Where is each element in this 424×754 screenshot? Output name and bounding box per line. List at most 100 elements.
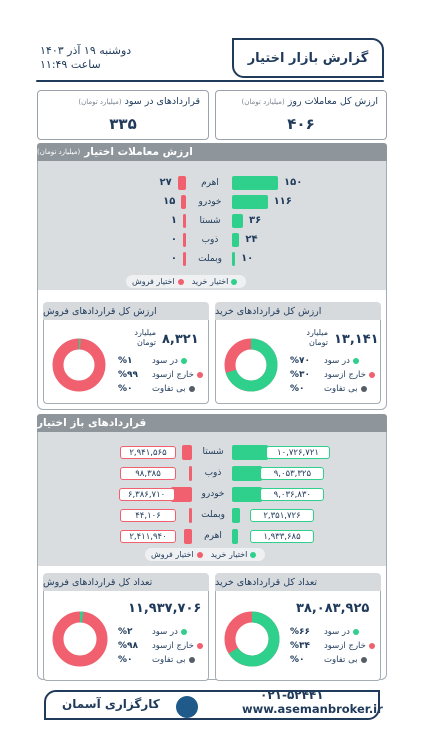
stat-dot (188, 657, 195, 663)
footer-website-link[interactable]: www.asemanbroker.ir (242, 702, 383, 716)
buy-value: ۱۵۰ (284, 177, 303, 188)
stat-dot (196, 643, 203, 649)
stat-dot (180, 629, 187, 635)
donut-out-segment (52, 338, 106, 392)
legend-buy-dot (231, 278, 238, 285)
report-datetime: دوشنبه ۱۹ آذر ۱۴۰۳ ساعت ۱۱:۴۹ (40, 44, 131, 72)
stat-percent: %۰ (290, 384, 305, 394)
stat-percent: %۰ (118, 384, 133, 394)
category-label: خودرو (198, 197, 222, 207)
donut-in-segment (52, 338, 106, 392)
stat-row: %۹۸ خارج ازسود (118, 641, 206, 651)
s2-buy-card-title: تعداد کل قراردادهای خرید (215, 573, 381, 591)
in-money-card: قراردادهای در سود (میلیارد تومان) ۳۳۵ (37, 90, 209, 140)
sell-bar (189, 508, 192, 523)
stat-row: %۹۹ خارج ازسود (118, 370, 206, 380)
section1-unit: (میلیارد تومان) (37, 148, 81, 156)
buy-bar (232, 445, 268, 460)
category-label: وبملت (198, 254, 222, 264)
stat-label: در سود (324, 356, 350, 366)
section2-band (37, 414, 387, 566)
s2-sell-card: تعداد کل قراردادهای فروش ۱۱,۹۳۷,۷۰۶ %۲ در… (43, 573, 209, 681)
buy-bar (232, 214, 244, 228)
stat-label: خارج ازسود (152, 641, 194, 651)
total-value-label: ارزش کل معاملات روز (287, 96, 378, 107)
report-date: دوشنبه ۱۹ آذر ۱۴۰۳ (40, 44, 132, 57)
s1-sell-donut (52, 338, 106, 392)
stat-row: %۰ بی تفاوت (118, 655, 198, 665)
stat-dot (368, 643, 375, 649)
category-label: اهرم (201, 178, 219, 188)
stat-dot (188, 386, 195, 392)
stat-label: خارج ازسود (324, 641, 366, 651)
legend2-buy-dot (250, 551, 257, 558)
footer-phone: ۰۲۱-۵۲۴۴۱ (260, 688, 324, 702)
buy-bar (232, 195, 268, 209)
sell-count-box: ۶,۳۸۶,۷۱۰ (118, 488, 175, 501)
buy-bar (232, 176, 278, 190)
s1-buy-card-title: ارزش کل قراردادهای خرید (215, 302, 381, 320)
stat-percent: %۳۰ (290, 370, 311, 380)
sell-count-box: ۹۸,۳۸۵ (120, 467, 176, 480)
donut-in-segment (224, 611, 280, 667)
buy-count-box: ۲,۳۵۱,۷۲۶ (250, 509, 314, 522)
report-title: گزارش بازار اختیار (232, 38, 384, 78)
sell-bar (170, 487, 192, 502)
stat-percent: %۹۹ (118, 370, 139, 380)
sell-bar (189, 466, 192, 481)
s2-buy-card-value: ۳۸,۰۸۳,۹۲۵ (296, 601, 370, 616)
stat-dot (368, 372, 375, 378)
stat-percent: %۰ (290, 655, 305, 665)
donut-out-segment (52, 611, 108, 667)
s1-sell-card-value: ۸,۳۲۱ (162, 332, 199, 347)
stat-dot (352, 629, 359, 635)
stat-label: بی تفاوت (152, 655, 186, 665)
sell-value: ۰ (170, 234, 177, 245)
buy-count-box: ۱۰,۷۲۶,۷۲۱ (266, 446, 330, 459)
header-divider (36, 80, 384, 82)
sell-bar (181, 195, 186, 209)
buy-value: ۲۴ (245, 234, 258, 245)
footer-frame (44, 690, 380, 720)
buy-count-box: ۱,۹۳۳,۶۸۵ (250, 530, 314, 543)
stat-row: %۷۰ در سود (290, 356, 362, 366)
s1-buy-card-unit: میلیارد تومان (306, 328, 328, 347)
buy-bar (232, 466, 263, 481)
stat-row: %۳۴ خارج ازسود (290, 641, 378, 651)
stat-percent: %۰ (118, 655, 133, 665)
in-money-label: قراردادهای در سود (124, 96, 200, 107)
s1-sell-card-unit: میلیارد تومان (134, 328, 156, 347)
total-value-amount: ۴۰۶ (287, 115, 315, 133)
stat-dot (180, 358, 187, 364)
s1-buy-card: ارزش کل قراردادهای خرید ۱۳,۱۴۱ میلیارد ت… (215, 302, 381, 404)
in-money-amount: ۳۳۵ (109, 115, 137, 133)
stat-dot (360, 386, 367, 392)
s1-sell-card: ارزش کل قراردادهای فروش ۸,۳۲۱ میلیارد تو… (43, 302, 209, 404)
section1-band (37, 143, 387, 290)
sell-bar (183, 252, 186, 266)
stat-row: %۰ بی تفاوت (118, 384, 198, 394)
stat-row: %۲ در سود (118, 627, 190, 637)
stat-label: در سود (324, 627, 350, 637)
sell-bar (177, 176, 186, 190)
stat-percent: %۹۸ (118, 641, 139, 651)
stat-label: بی تفاوت (152, 384, 186, 394)
stat-row: %۰ بی تفاوت (290, 384, 370, 394)
legend-buy-label: اختیار خرید (191, 277, 229, 286)
buy-bar (232, 508, 240, 523)
stat-label: در سود (152, 627, 178, 637)
donut-in-segment (224, 338, 278, 392)
s1-buy-donut (224, 338, 278, 392)
buy-bar (232, 487, 263, 502)
section2-title: قراردادهای باز اختیار (37, 417, 147, 429)
s1-sell-card-title: ارزش کل قراردادهای فروش (43, 302, 209, 320)
sell-value: ۱۵ (163, 196, 176, 207)
buy-bar (232, 252, 236, 266)
stat-label: خارج ازسود (152, 370, 194, 380)
category-label: ذوب (204, 468, 222, 478)
s2-sell-card-value: ۱۱,۹۳۷,۷۰۶ (128, 601, 202, 616)
s1-buy-card-value: ۱۳,۱۴۱ (334, 332, 379, 347)
stat-percent: %۱ (118, 356, 133, 366)
sell-bar (182, 445, 192, 460)
buy-bar (232, 233, 240, 247)
